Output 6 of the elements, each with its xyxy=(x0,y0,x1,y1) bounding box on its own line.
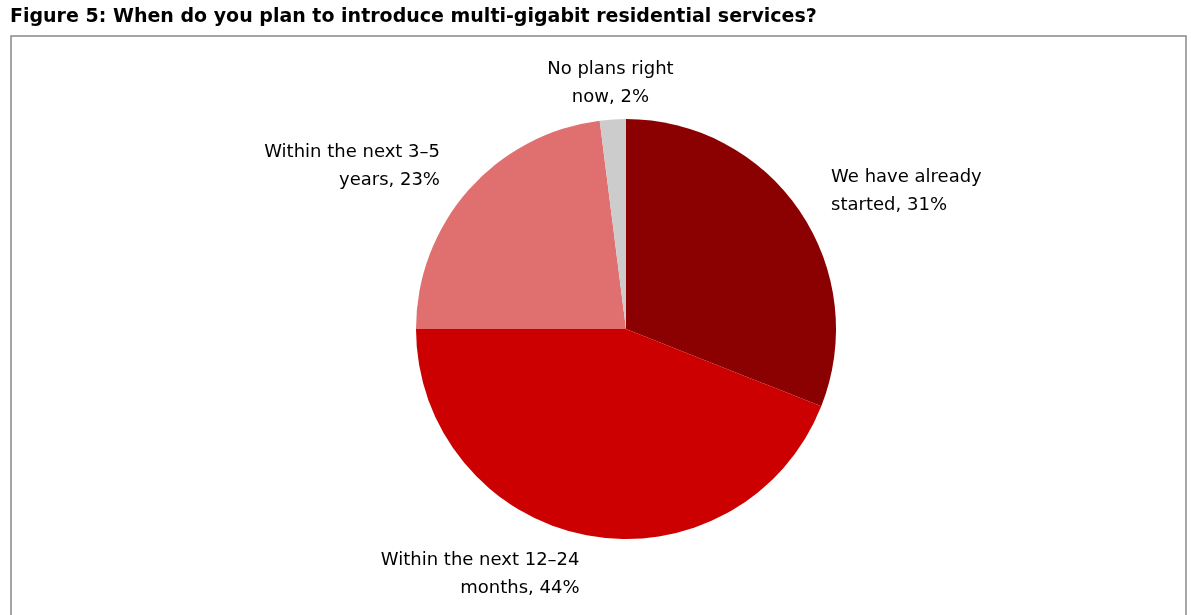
chart-title: Figure 5: When do you plan to introduce multi-gigabit residential services? xyxy=(10,4,817,26)
pie-slice xyxy=(416,329,822,539)
slice-label: Within the next 3–5 years, 23% xyxy=(264,139,440,189)
slice-label: Within the next 12–24 months, 44% xyxy=(380,547,580,597)
slice-label: No plans right now, 2% xyxy=(547,56,674,106)
slice-label: We have already started, 31% xyxy=(831,164,983,214)
